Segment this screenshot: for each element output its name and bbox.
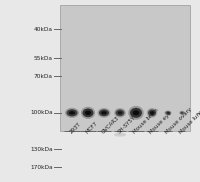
Ellipse shape [98, 108, 110, 118]
Ellipse shape [130, 108, 142, 118]
Text: 293T: 293T [68, 121, 82, 135]
Ellipse shape [114, 133, 126, 137]
Ellipse shape [164, 110, 172, 115]
Ellipse shape [150, 111, 154, 115]
Ellipse shape [101, 111, 107, 115]
Ellipse shape [148, 109, 156, 116]
Ellipse shape [165, 111, 171, 115]
Text: 130kDa: 130kDa [30, 147, 53, 152]
Text: 70kDa: 70kDa [34, 74, 53, 79]
Ellipse shape [133, 110, 139, 115]
Text: — HCN1: — HCN1 [196, 110, 200, 116]
Ellipse shape [114, 108, 126, 118]
Text: OVCAR3: OVCAR3 [100, 115, 120, 135]
Text: 55kDa: 55kDa [34, 56, 53, 61]
Ellipse shape [116, 109, 124, 116]
Ellipse shape [180, 111, 184, 114]
Text: Mouse eye: Mouse eye [148, 110, 173, 135]
Text: Mouse ovary: Mouse ovary [164, 106, 193, 135]
Text: 100kDa: 100kDa [30, 110, 53, 115]
Ellipse shape [83, 108, 94, 117]
Ellipse shape [66, 109, 78, 116]
Ellipse shape [69, 111, 75, 115]
Text: 170kDa: 170kDa [30, 165, 53, 170]
Ellipse shape [181, 112, 183, 114]
Text: Mouse brain: Mouse brain [132, 107, 160, 135]
Ellipse shape [65, 108, 79, 118]
Text: MCF7: MCF7 [84, 120, 99, 135]
Ellipse shape [99, 109, 109, 116]
Ellipse shape [166, 112, 170, 114]
Bar [60, 5, 190, 131]
Ellipse shape [85, 111, 91, 115]
Text: 40kDa: 40kDa [34, 27, 53, 32]
Ellipse shape [128, 106, 144, 120]
Ellipse shape [179, 110, 185, 115]
Ellipse shape [147, 108, 157, 118]
Ellipse shape [81, 107, 95, 119]
Text: Mouse lung: Mouse lung [178, 109, 200, 135]
Ellipse shape [118, 111, 122, 115]
Text: SH-SY5Y: SH-SY5Y [116, 115, 136, 135]
